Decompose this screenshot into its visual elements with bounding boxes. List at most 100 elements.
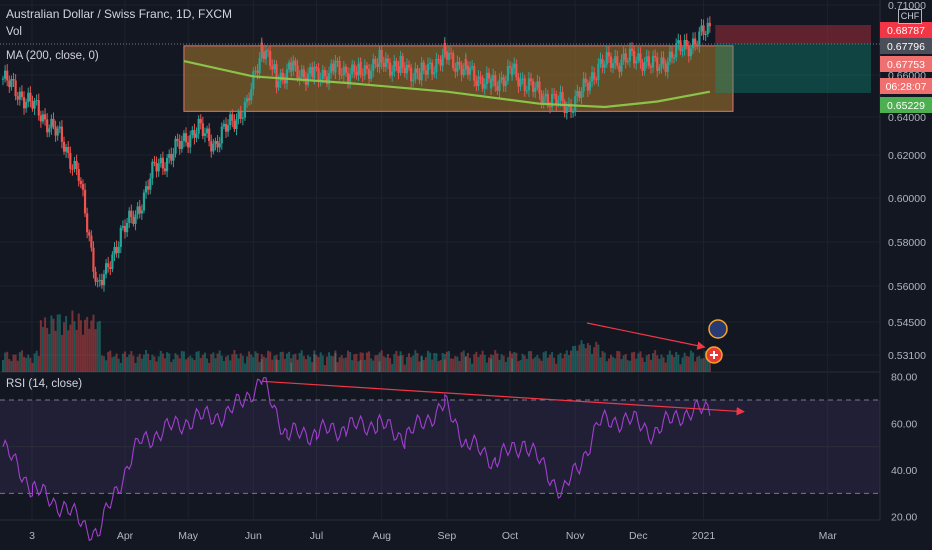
volume-bar [363,359,366,372]
x-tick-label: Sep [438,530,457,542]
volume-bar [140,358,143,372]
swiss-cross-icon [710,351,718,359]
candle-body [193,130,196,138]
volume-bar [277,359,280,372]
volume-bar [416,353,419,372]
candle-body [479,76,482,78]
candle-body [498,79,501,91]
ma-legend[interactable]: MA (200, close, 0) [6,50,99,62]
volume-bar [20,350,23,372]
volume-bar [275,359,278,372]
candle-body [540,93,543,104]
volume-bar [706,351,709,372]
volume-bar [677,354,680,372]
volume-bar [233,350,236,372]
candle-body [126,222,129,233]
candle-body [178,140,181,149]
candle-body [14,80,17,97]
candle-body [626,61,629,63]
volume-bar [519,360,522,372]
candle-body [586,82,589,91]
candle-body [382,62,385,67]
candle-body [359,61,362,75]
volume-bar [525,358,528,372]
candle-body [593,72,596,80]
currency-label[interactable]: CHF [898,9,922,24]
candle-body [464,59,467,66]
candle-body [20,91,24,98]
volume-bar [631,352,634,372]
candle-body [563,101,566,113]
volume-bar [12,354,15,372]
candle-body [212,143,215,152]
volume-bar [239,353,242,372]
volume-bar [142,354,145,372]
candle-body [702,25,705,35]
volume-bar [71,310,74,372]
volume-bar [222,361,225,372]
candle-body [588,81,592,91]
candle-body [694,38,697,45]
volume-bar [86,316,89,372]
candle-body [205,128,209,134]
rsi-legend[interactable]: RSI (14, close) [6,378,83,390]
volume-bar [530,351,533,372]
volume-bar [170,362,173,372]
volume-bar [248,351,251,372]
candle-body [191,130,194,136]
volume-bar [542,352,545,372]
price-tag-label: 06:28:07 [886,81,927,93]
volume-bar [187,357,190,372]
candle-body [660,57,663,68]
volume-bar [443,359,446,372]
volume-bar [69,324,72,372]
volume-bar [201,354,204,372]
volume-bar [696,356,699,372]
candle-body [513,63,516,69]
rsi-divergence-line [261,380,745,416]
volume-bar [698,355,701,372]
candle-body [441,55,444,66]
volume-bar [374,355,377,372]
ma-line [183,60,711,109]
candle-body [393,60,396,72]
candle-body [420,62,423,71]
candle-body [342,66,345,76]
candle-body [628,48,632,62]
candle-body [31,101,34,109]
candle-body [317,68,320,82]
candle-body [412,79,415,82]
volume-bar [180,351,183,372]
candle-body [336,60,339,62]
candle-body [273,64,276,70]
volume-bar [279,351,282,372]
volume-bar [115,353,118,372]
candle-body [71,168,74,170]
volume-bar [635,358,638,372]
vol-legend[interactable]: Vol [6,26,22,38]
candle-body [241,117,244,119]
volume-bar [521,353,524,372]
candle-body [521,78,524,80]
candle-body [378,50,381,55]
volume-bar [380,350,383,372]
ma-200-line [183,60,711,109]
volume-bar [149,360,152,372]
candle-body [456,61,459,72]
candle-body [153,161,156,164]
volume-bar [664,362,667,372]
volume-bar [647,354,650,372]
candle-body [553,94,556,96]
volume-bar [317,356,320,372]
y-tick-label: 0.56000 [888,281,926,293]
volume-bar [286,353,289,372]
volume-bar [58,314,61,372]
volume-bar [136,356,139,372]
candle-body [399,56,402,63]
candle-body [33,100,36,109]
price-tag-label: 0.67753 [887,59,925,71]
candle-body [88,232,91,236]
candle-body [168,153,171,158]
candle-body [458,61,461,65]
